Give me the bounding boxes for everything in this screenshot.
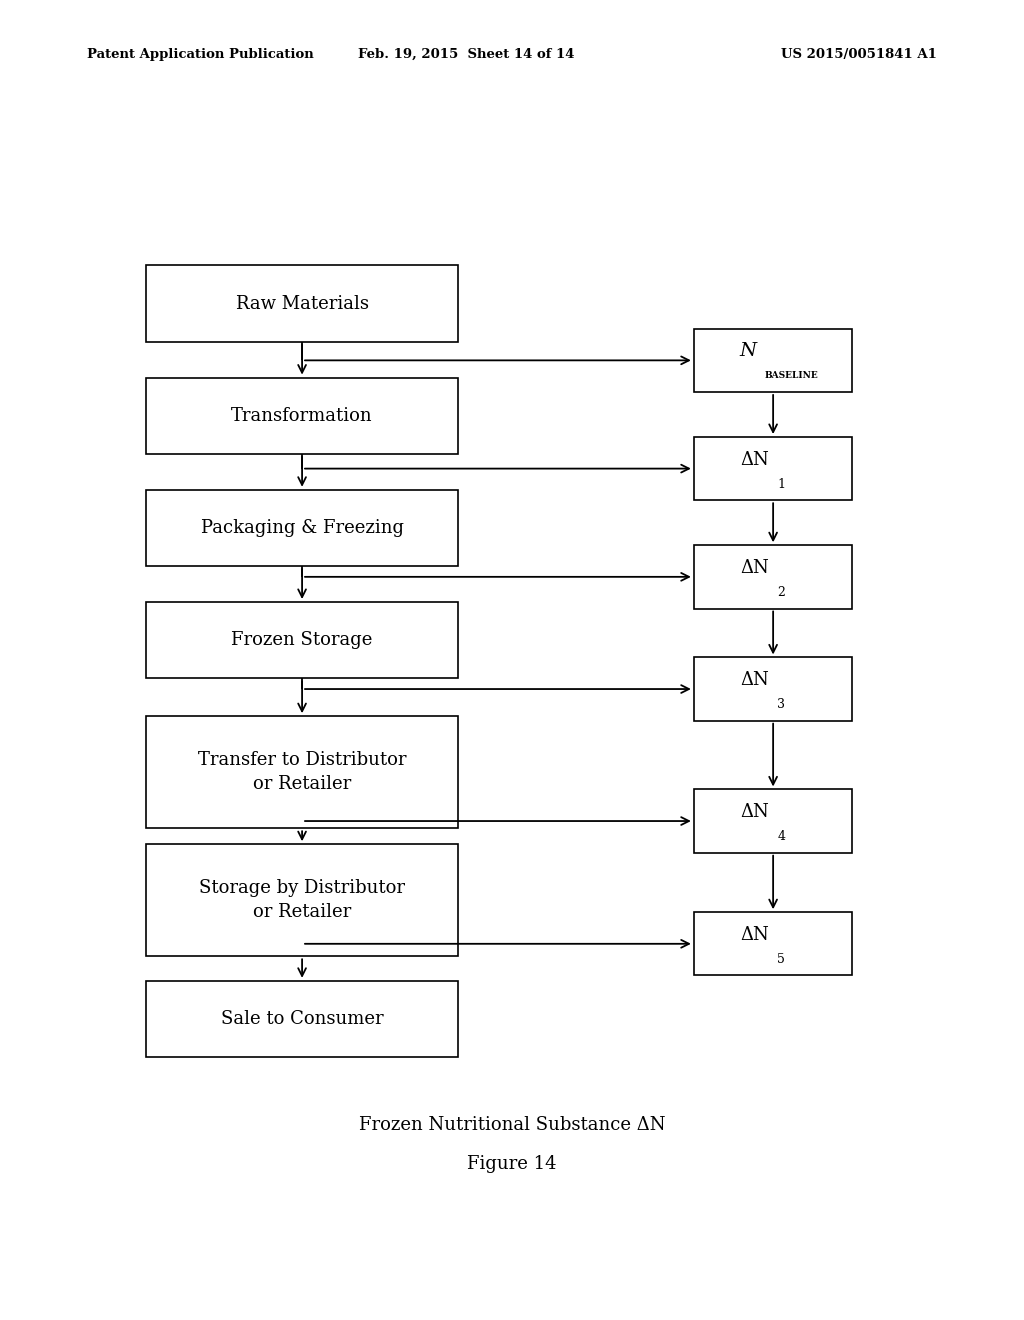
Text: Raw Materials: Raw Materials [236,294,369,313]
Bar [694,912,852,975]
Text: BASELINE: BASELINE [765,371,818,380]
Text: N: N [739,342,756,360]
Bar [694,437,852,500]
Text: 4: 4 [777,830,785,843]
Text: ΔN: ΔN [740,450,769,469]
Text: 5: 5 [777,953,785,966]
Text: US 2015/0051841 A1: US 2015/0051841 A1 [781,48,937,61]
Bar [145,378,459,454]
Text: Sale to Consumer: Sale to Consumer [221,1010,383,1028]
Text: ΔN: ΔN [740,671,769,689]
Bar [694,657,852,721]
Text: ΔN: ΔN [740,803,769,821]
Text: Transformation: Transformation [231,407,373,425]
Bar [694,545,852,609]
Bar [145,715,459,829]
Text: Packaging & Freezing: Packaging & Freezing [201,519,403,537]
Text: Transfer to Distributor
or Retailer: Transfer to Distributor or Retailer [198,751,407,793]
Text: Figure 14: Figure 14 [467,1155,557,1173]
Text: 1: 1 [777,478,785,491]
Bar [145,981,459,1057]
Bar [694,789,852,853]
Bar [145,490,459,566]
Text: ΔN: ΔN [740,925,769,944]
Text: Patent Application Publication: Patent Application Publication [87,48,313,61]
Bar [145,845,459,956]
Text: Storage by Distributor
or Retailer: Storage by Distributor or Retailer [199,879,406,921]
Text: 3: 3 [777,698,785,711]
Text: Feb. 19, 2015  Sheet 14 of 14: Feb. 19, 2015 Sheet 14 of 14 [357,48,574,61]
Text: Frozen Nutritional Substance ΔN: Frozen Nutritional Substance ΔN [358,1115,666,1134]
Text: Frozen Storage: Frozen Storage [231,631,373,649]
Text: 2: 2 [777,586,785,599]
Text: ΔN: ΔN [740,558,769,577]
Bar [145,265,459,342]
Bar [145,602,459,678]
Bar [694,329,852,392]
